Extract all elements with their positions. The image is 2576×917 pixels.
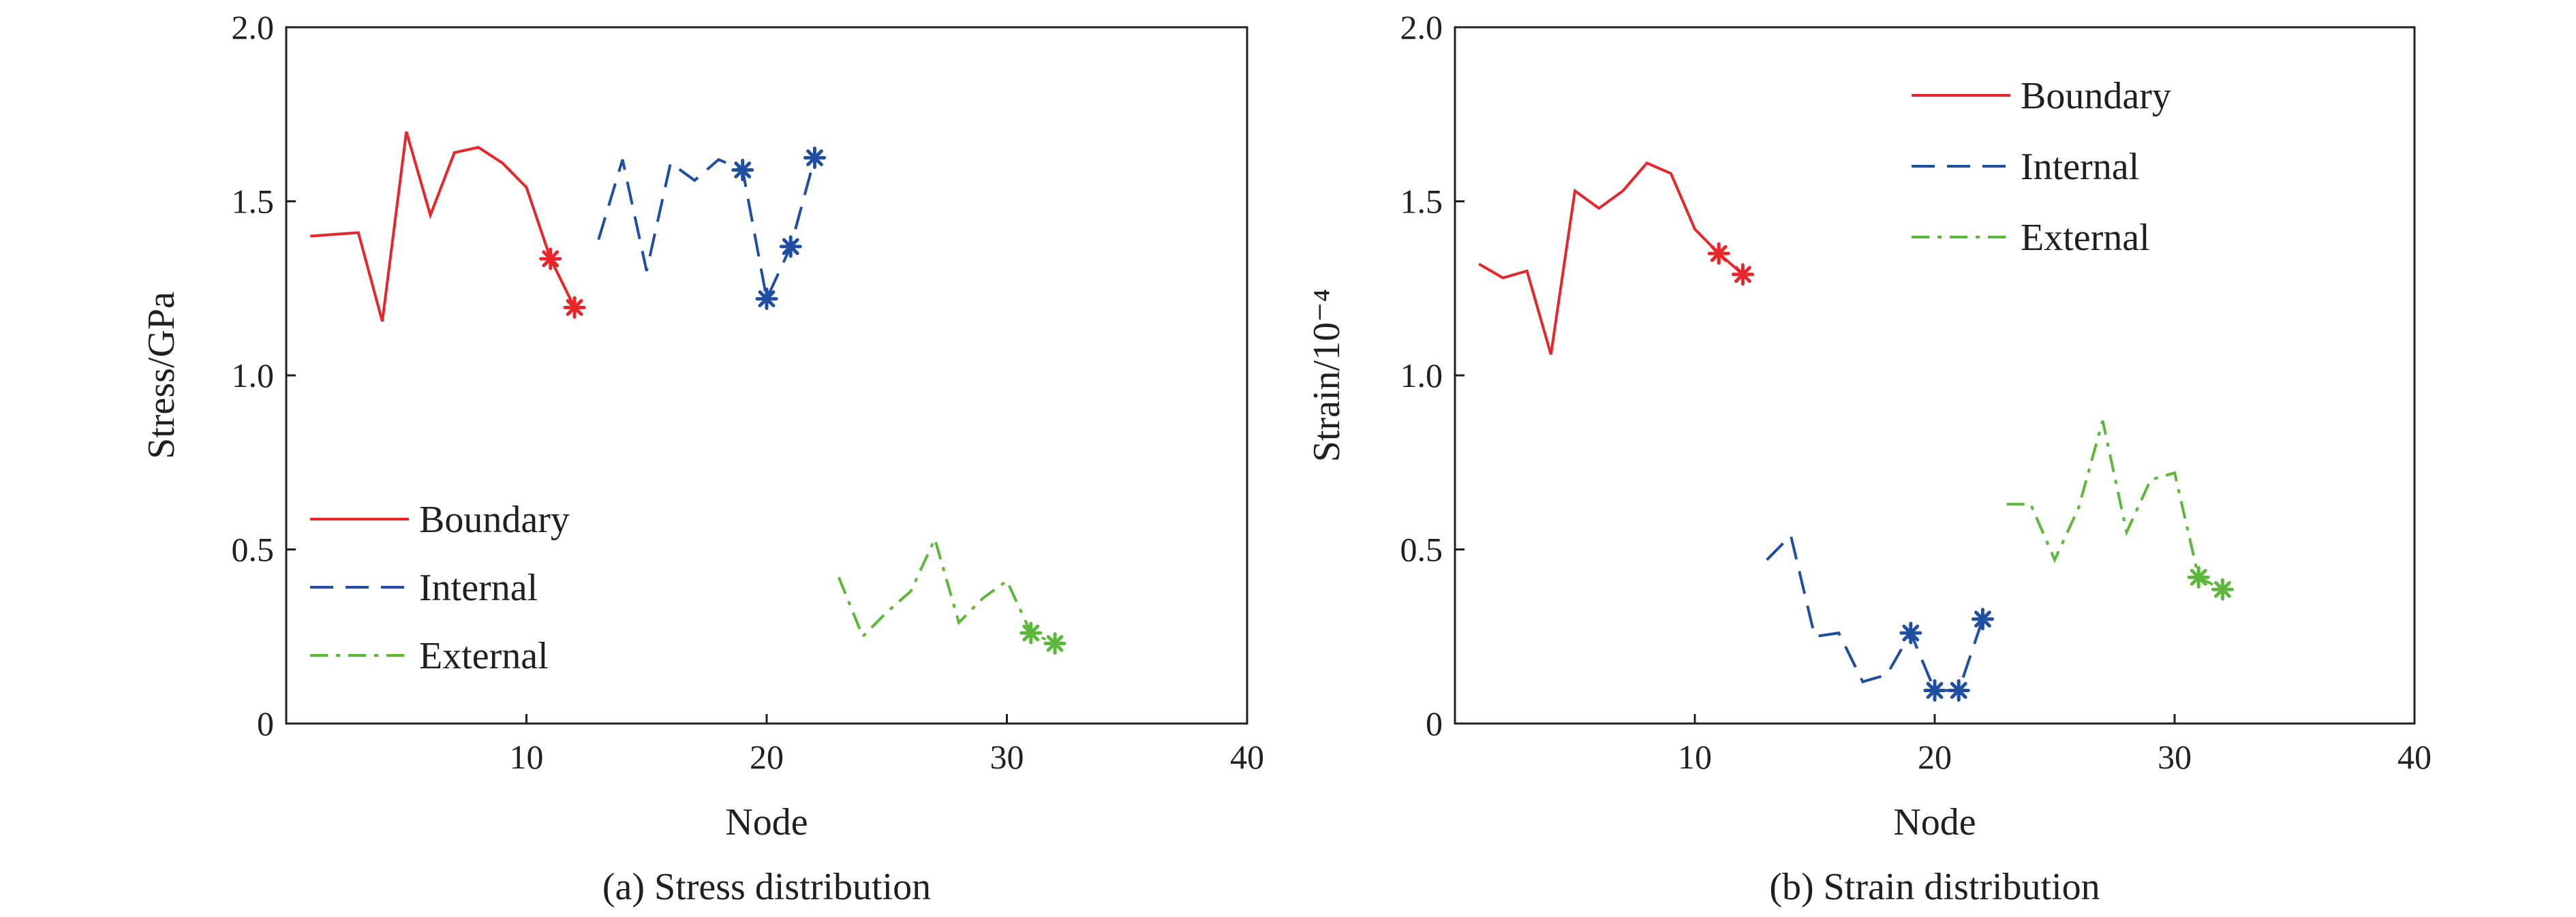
panel-b-legend-label-boundary: Boundary bbox=[2021, 75, 2171, 117]
panel-b-y-axis-label: Strain/10⁻⁴ bbox=[1306, 289, 1348, 462]
panel-a-stress: 0 0.5 1.0 1.5 2.0 10 20 30 40 Boundary Internal Ext… bbox=[140, 8, 1264, 908]
panel-a-x-tick-label: 40 bbox=[1230, 738, 1264, 776]
panel-a-y-tick-label: 1.0 bbox=[232, 356, 275, 394]
panel-a-series-internal-marker bbox=[755, 287, 778, 311]
panel-a-x-tick-label: 30 bbox=[990, 738, 1024, 776]
panel-a-series-internal-marker bbox=[803, 146, 826, 170]
panel-b-series-boundary-line bbox=[1478, 161, 1744, 355]
panel-a-caption: (a) Stress distribution bbox=[602, 866, 931, 908]
panel-a-y-axis-label: Stress/GPa bbox=[140, 292, 183, 459]
panel-a-legend-label-internal: Internal bbox=[419, 567, 538, 609]
panel-a-y-tick-label: 0 bbox=[257, 704, 274, 743]
panel-b-y-tick-label: 2.0 bbox=[1400, 8, 1443, 46]
panel-a-series-external-marker bbox=[1019, 621, 1043, 644]
panel-b-legend: Boundary Internal External bbox=[1912, 75, 2171, 259]
panel-b-series-internal-line bbox=[1766, 533, 1984, 692]
panel-a-y-tick-label: 0.5 bbox=[232, 531, 275, 569]
panel-b-series-external-marker bbox=[2187, 565, 2210, 589]
panel-b-series-internal-marker bbox=[1971, 608, 1994, 631]
panel-b-y-tick-label: 0.5 bbox=[1400, 531, 1443, 569]
panel-a-series-boundary-marker bbox=[563, 296, 586, 319]
panel-b-caption: (b) Strain distribution bbox=[1769, 866, 2100, 908]
panel-b-strain: 0 0.5 1.0 1.5 2.0 10 20 30 40 Boundary Internal Ext… bbox=[1306, 8, 2432, 908]
panel-a-x-tick-label: 20 bbox=[750, 738, 784, 776]
panel-a-series-internal-marker bbox=[731, 159, 754, 182]
panel-b-x-tick-label: 30 bbox=[2158, 738, 2192, 776]
panel-b-y-tick-label: 1.0 bbox=[1400, 356, 1443, 394]
panel-a-legend: Boundary Internal External bbox=[310, 499, 570, 677]
panel-a-series-internal-marker bbox=[779, 235, 802, 258]
panel-b-series-internal-marker bbox=[1923, 679, 1946, 702]
panel-b-series-internal-marker bbox=[1947, 679, 1970, 702]
panel-b-legend-label-external: External bbox=[2021, 217, 2150, 259]
panel-a-series-external-line bbox=[837, 535, 1056, 645]
panel-b-series-external-line bbox=[2006, 420, 2224, 591]
panel-a-y-tick-label: 1.5 bbox=[232, 183, 275, 221]
panel-a-y-tick-label: 2.0 bbox=[232, 8, 275, 46]
panel-a-series-internal-line bbox=[597, 157, 816, 304]
panel-b-marks: 0 0.5 1.0 1.5 2.0 10 20 30 40 Boundary Internal Ext… bbox=[1400, 8, 2432, 776]
panel-a-legend-label-external: External bbox=[419, 635, 549, 677]
panel-b-series-external-marker bbox=[2211, 578, 2234, 601]
panel-b-series-boundary-marker bbox=[1707, 242, 1730, 265]
panel-a-plot-frame bbox=[285, 26, 1248, 725]
panel-a-marks: 0 0.5 1.0 1.5 2.0 10 20 30 40 Boundary Internal Ext… bbox=[232, 8, 1265, 776]
panel-b-series-boundary-marker bbox=[1731, 263, 1754, 286]
panel-b-y-tick-label: 0 bbox=[1426, 704, 1443, 743]
panel-b-x-axis-label: Node bbox=[1893, 801, 1976, 843]
panel-b-x-tick-label: 20 bbox=[1918, 738, 1952, 776]
panel-b-series-internal-marker bbox=[1899, 621, 1922, 644]
panel-a-series-boundary-marker bbox=[539, 247, 562, 270]
panel-b-x-tick-label: 40 bbox=[2397, 738, 2432, 776]
panel-a-legend-label-boundary: Boundary bbox=[419, 499, 570, 541]
panel-a-series-external-marker bbox=[1043, 632, 1067, 655]
panel-a-x-axis-label: Node bbox=[725, 801, 808, 843]
panel-b-plot-frame bbox=[1454, 26, 2416, 725]
panel-a-series-boundary-line bbox=[310, 131, 576, 322]
panel-b-y-tick-label: 1.5 bbox=[1400, 183, 1443, 221]
panel-a-x-tick-label: 10 bbox=[510, 738, 544, 776]
panel-b-legend-label-internal: Internal bbox=[2021, 146, 2139, 188]
panel-b-x-tick-label: 10 bbox=[1678, 738, 1712, 776]
